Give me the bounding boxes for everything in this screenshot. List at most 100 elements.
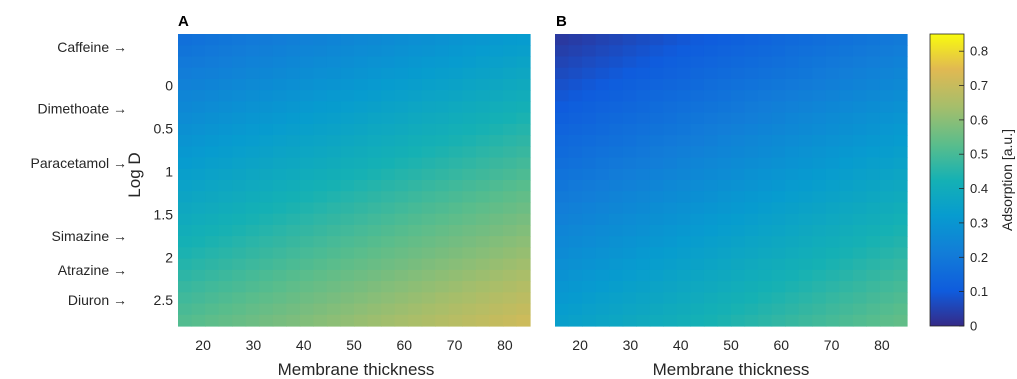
heatmap-cell: [812, 292, 827, 305]
heatmap-cell: [839, 45, 854, 58]
heatmap-cell: [852, 224, 867, 237]
heatmap-cell: [326, 292, 342, 305]
heatmap-cell: [812, 281, 827, 293]
heatmap-cell: [676, 269, 691, 282]
heatmap-cell: [245, 78, 260, 91]
heatmap-cell: [717, 112, 732, 125]
heatmap-cell: [622, 112, 637, 125]
heatmap-cell: [205, 123, 220, 136]
heatmap-cell: [178, 269, 193, 282]
heatmap-cell: [622, 78, 637, 91]
heatmap-cell: [218, 258, 233, 271]
heatmap-cell: [218, 78, 233, 91]
heatmap-cell: [394, 157, 409, 170]
heatmap-cell: [703, 314, 719, 327]
heatmap-cell: [636, 224, 651, 237]
heatmap-cell: [218, 314, 233, 327]
heatmap-cell: [421, 101, 436, 114]
heatmap-cell: [825, 112, 840, 125]
heatmap-cell: [582, 45, 597, 58]
heatmap-cell: [191, 45, 206, 58]
heatmap-cell: [582, 67, 597, 80]
heatmap-cell: [218, 56, 233, 69]
heatmap-cell: [879, 34, 895, 46]
heatmap-cell: [663, 67, 678, 80]
heatmap-cell: [232, 90, 247, 102]
heatmap-cell: [879, 314, 895, 327]
heatmap-cell: [205, 78, 220, 91]
heatmap-cell: [812, 112, 827, 125]
heatmap-cell: [798, 34, 813, 46]
heatmap-cell: [326, 281, 342, 293]
heatmap-cell: [245, 180, 260, 192]
heatmap-cell: [717, 236, 732, 248]
heatmap-cell: [812, 101, 827, 114]
heatmap-cell: [381, 90, 396, 102]
heatmap-cell: [516, 281, 531, 293]
heatmap-cell: [893, 202, 908, 215]
heatmap-cell: [475, 224, 490, 237]
heatmap-cell: [609, 180, 624, 192]
heatmap-cell: [408, 101, 423, 114]
heatmap-cell: [690, 314, 705, 327]
heatmap-cell: [582, 292, 597, 305]
heatmap-cell: [812, 56, 827, 69]
heatmap-cell: [299, 180, 314, 192]
x-tick-label: 40: [296, 337, 312, 353]
heatmap-cell: [326, 191, 342, 204]
heatmap-cell: [367, 34, 382, 46]
heatmap-cell: [771, 78, 786, 91]
heatmap-cell: [839, 146, 854, 159]
heatmap-cell: [690, 78, 705, 91]
heatmap-cell: [893, 258, 908, 271]
heatmap-cell: [435, 90, 450, 102]
heatmap-cell: [568, 202, 583, 215]
heatmap-cell: [381, 78, 396, 91]
heatmap-cell: [421, 236, 436, 248]
heatmap-cell: [394, 168, 409, 181]
heatmap-cell: [731, 146, 746, 159]
heatmap-cell: [690, 45, 705, 58]
heatmap-cell: [812, 90, 827, 102]
heatmap-cell: [408, 123, 423, 136]
heatmap-cell: [812, 258, 827, 271]
heatmap-cell: [448, 67, 463, 80]
heatmap-cell: [205, 101, 220, 114]
heatmap-cell: [771, 112, 786, 125]
heatmap-cell: [299, 168, 314, 181]
heatmap-cell: [771, 202, 786, 215]
heatmap-cell: [717, 247, 732, 260]
heatmap-cell: [435, 258, 450, 271]
heatmap-cell: [731, 34, 746, 46]
y-tick-label: 2.5: [154, 292, 174, 308]
heatmap-cell: [502, 168, 518, 181]
heatmap-cell: [785, 236, 800, 248]
heatmap-cell: [812, 213, 827, 226]
heatmap-cell: [218, 281, 233, 293]
heatmap-cell: [663, 45, 678, 58]
heatmap-cell: [272, 123, 287, 136]
y-axis-label: Log D: [125, 152, 144, 197]
heatmap-cell: [879, 146, 895, 159]
heatmap-cell: [381, 56, 396, 69]
heatmap-cell: [649, 146, 664, 159]
heatmap-cell: [649, 236, 664, 248]
heatmap-cell: [367, 191, 382, 204]
heatmap-cell: [218, 90, 233, 102]
colorbar-tick-label: 0.3: [970, 215, 988, 230]
heatmap-cell: [663, 78, 678, 91]
heatmap-cell: [609, 202, 624, 215]
heatmap-cell: [286, 34, 301, 46]
heatmap-cell: [690, 168, 705, 181]
heatmap-cell: [568, 292, 583, 305]
heatmap-cell: [218, 213, 233, 226]
heatmap-cell: [758, 78, 773, 91]
heatmap-cell: [299, 123, 314, 136]
heatmap-cell: [744, 56, 759, 69]
heatmap-cell: [408, 314, 423, 327]
heatmap-cell: [354, 112, 369, 125]
heatmap-cell: [676, 157, 691, 170]
heatmap-cell: [825, 202, 840, 215]
heatmap-cell: [326, 314, 342, 327]
